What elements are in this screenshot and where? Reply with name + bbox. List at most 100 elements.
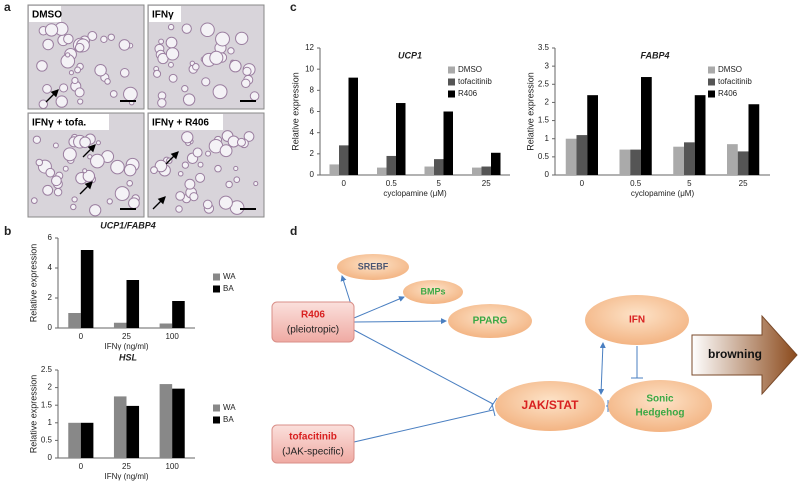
bar [172, 301, 185, 328]
bar [159, 323, 173, 328]
droplet [192, 63, 200, 71]
legend-swatch [708, 78, 715, 86]
droplet [82, 168, 88, 174]
bar [694, 95, 706, 175]
pointer-arrow [79, 181, 93, 195]
bar [126, 280, 140, 328]
droplet [233, 176, 241, 184]
droplet [106, 198, 113, 205]
droplet [227, 47, 235, 55]
droplet [165, 36, 178, 49]
pointer-arrow [82, 144, 96, 158]
bar [339, 145, 349, 175]
x-tick-label: 25 [739, 179, 748, 188]
droplet [65, 52, 71, 58]
image-label: IFNγ [152, 10, 174, 21]
droplet [154, 159, 168, 173]
micrographs: DMSO IFNγ IFNγ + tofa. IFNγ + R406 [27, 4, 265, 218]
y-tick-label: 0.5 [538, 152, 550, 161]
droplet [42, 84, 52, 94]
legend-label: tofacitinib [718, 77, 752, 86]
y-tick-label: 1 [48, 418, 53, 427]
droplet [195, 172, 206, 183]
legend-label: WA [223, 272, 236, 281]
droplet [218, 195, 233, 210]
bar [748, 104, 760, 175]
y-tick-label: 10 [305, 64, 314, 73]
bar [113, 322, 127, 328]
droplet [168, 61, 174, 68]
legend-swatch [448, 90, 455, 98]
droplet [128, 197, 140, 210]
legend-label: R406 [458, 89, 478, 98]
bar [491, 152, 501, 175]
droplet [158, 38, 165, 45]
bar [619, 149, 631, 175]
droplet [118, 39, 131, 51]
node-label: Sonic [646, 394, 674, 405]
bar [576, 135, 588, 175]
y-axis-label: Relative expression [525, 72, 535, 151]
droplet [157, 98, 167, 108]
droplet [242, 66, 252, 76]
x-tick-label: 5 [437, 179, 442, 188]
droplet [212, 84, 228, 100]
droplet [100, 35, 108, 43]
node [608, 380, 712, 432]
x-axis-label: cyclopamine (μM) [631, 189, 695, 198]
droplet [167, 23, 175, 31]
node [495, 381, 605, 431]
image-label: IFNγ + R406 [152, 118, 209, 129]
y-tick-label: 1.5 [538, 116, 550, 125]
node-label: browning [708, 347, 762, 361]
droplet [235, 31, 249, 46]
droplet [30, 197, 38, 204]
droplet [110, 159, 125, 175]
node-label: SREBF [358, 261, 389, 271]
bar [386, 155, 396, 175]
y-tick-label: 1.5 [41, 400, 53, 409]
droplet [94, 64, 107, 77]
pointer-arrow [165, 151, 179, 165]
droplet [71, 76, 79, 85]
bar [727, 144, 738, 175]
node-label: IFN [629, 315, 645, 326]
x-axis-label: IFNγ (ng/ml) [105, 342, 149, 351]
droplet [201, 77, 211, 87]
bar [481, 166, 491, 175]
bar [172, 388, 185, 458]
droplet [181, 161, 189, 169]
x-tick-label: 25 [122, 462, 131, 471]
bar [424, 166, 434, 175]
y-tick-label: 6 [48, 233, 53, 242]
droplet [90, 153, 105, 169]
droplet [243, 131, 255, 142]
droplet [241, 78, 251, 89]
droplet [70, 203, 77, 211]
droplet [89, 204, 102, 217]
droplet [182, 93, 196, 106]
bar [80, 250, 94, 328]
pointer-arrow [152, 196, 166, 210]
outcome-arrow [691, 314, 798, 396]
node [337, 254, 409, 280]
node [585, 295, 689, 345]
y-tick-label: 2.5 [538, 79, 550, 88]
x-tick-label: 100 [165, 462, 179, 471]
legend-swatch [213, 416, 220, 424]
bar [737, 151, 749, 175]
droplet [35, 158, 44, 167]
y-tick-label: 4 [310, 128, 315, 137]
droplet [225, 180, 233, 189]
bar [565, 138, 577, 175]
y-tick-label: 2 [310, 149, 315, 158]
panel-label: b [4, 224, 11, 238]
droplet [126, 180, 134, 187]
droplet [114, 186, 130, 202]
droplet [62, 147, 77, 162]
x-tick-label: 0 [79, 332, 84, 341]
panel-label: c [290, 0, 297, 14]
y-tick-label: 0 [48, 323, 53, 332]
bar [434, 159, 444, 175]
